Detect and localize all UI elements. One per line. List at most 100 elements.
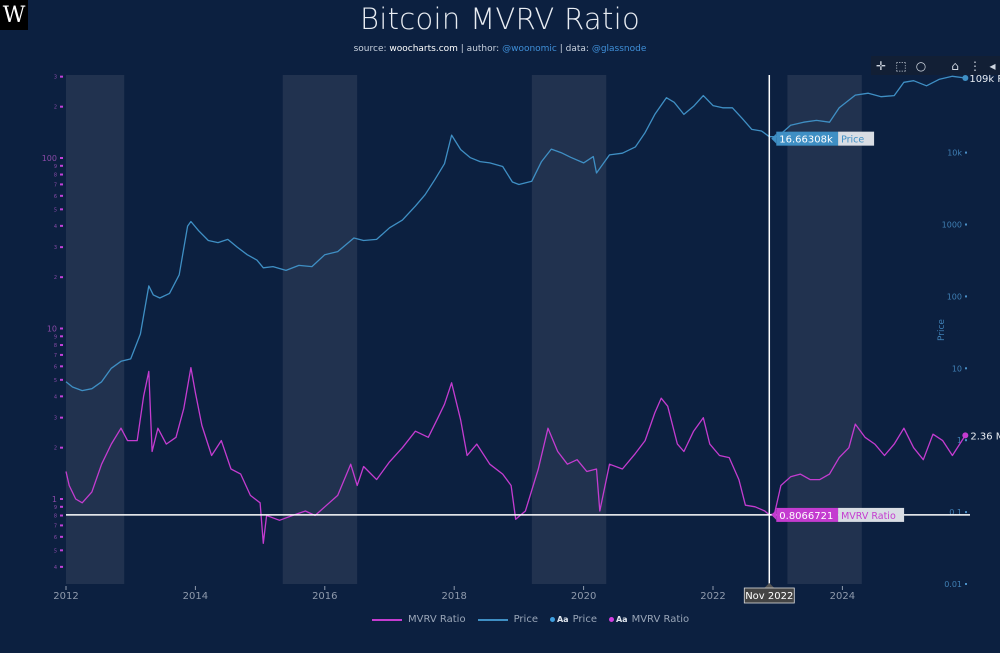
shaded-band — [787, 75, 862, 584]
author-label: | author: — [457, 44, 503, 54]
x-tick-label: 2020 — [571, 591, 596, 602]
left-axis-minor-tick — [60, 395, 63, 398]
left-axis-minor-label: 3 — [54, 416, 57, 422]
modebar-spacer — [931, 56, 945, 75]
modebar: ✛ ⬚ ○ ⌂ ⋮ ◂ — [871, 56, 1000, 75]
author-link[interactable]: @woonomic — [502, 44, 557, 54]
left-axis-minor-tick — [60, 565, 63, 568]
mvrv-hover-label-pointer — [771, 509, 777, 520]
right-axis-label: 0.01 — [944, 580, 962, 589]
mvrv-hover-label-value: 0.8066721 — [779, 511, 833, 522]
date-hover-pointer — [764, 583, 775, 588]
legend-swatch-price — [477, 618, 508, 621]
home-icon[interactable]: ⌂ — [951, 58, 959, 73]
left-axis-minor-label: 5 — [54, 548, 57, 554]
left-axis-minor-label: 3 — [54, 245, 57, 251]
left-axis-minor-tick — [60, 344, 63, 347]
chart-subtitle: source: woocharts.com | author: @woonomi… — [0, 44, 1000, 54]
date-hover-box — [743, 587, 795, 604]
right-axis-label: 1000 — [942, 221, 962, 230]
legend-label: Price — [513, 614, 538, 625]
left-axis-minor-label: 4 — [54, 394, 57, 400]
left-axis-minor-label: 5 — [54, 378, 57, 384]
left-axis-tick — [60, 498, 63, 500]
left-axis-label: 100 — [42, 154, 57, 163]
left-axis-minor-label: 7 — [54, 353, 57, 359]
left-axis-tick — [60, 327, 63, 330]
legend-item-mvrv-line[interactable]: MVRV Ratio — [372, 614, 466, 625]
right-axis-label: 1 — [957, 436, 962, 445]
data-source-link[interactable]: @glassnode — [591, 44, 647, 54]
left-axis-minor-tick — [60, 173, 63, 176]
shaded-band — [531, 75, 607, 584]
legend-label: MVRV Ratio — [408, 614, 466, 625]
mvrv-series-line[interactable] — [65, 366, 966, 544]
left-axis-minor-tick — [60, 524, 63, 527]
date-hover-label: Nov 2022 — [745, 591, 793, 602]
price-end-label: 109k P — [969, 74, 1000, 85]
left-axis-minor-label: 7 — [54, 182, 57, 188]
source-label: source: — [353, 44, 390, 54]
mvrv-series-line-end-marker — [962, 432, 969, 439]
spike-lines-icon[interactable]: ⋮ — [969, 58, 981, 73]
left-axis-minor-tick — [60, 246, 63, 249]
left-axis-minor-label: 2 — [54, 446, 57, 452]
left-axis-minor-label: 8 — [54, 343, 57, 349]
left-axis-minor-tick — [60, 105, 63, 108]
left-axis-tick — [60, 157, 63, 159]
left-axis-label: 10 — [47, 325, 57, 334]
left-axis-minor-tick — [60, 514, 63, 517]
lasso-select-icon[interactable]: ○ — [915, 58, 927, 73]
legend-item-mvrv-marker[interactable]: Aa MVRV Ratio — [608, 614, 689, 625]
left-axis-minor-tick — [60, 335, 63, 338]
x-tick-label: 2024 — [830, 591, 855, 602]
price-series-line[interactable] — [65, 75, 966, 392]
price-hover-label-series-box — [838, 131, 875, 146]
left-axis-minor-label: 8 — [54, 173, 57, 179]
right-axis-tick — [965, 583, 967, 585]
source-link[interactable]: woocharts.com — [389, 44, 458, 54]
shaded-band — [66, 75, 125, 584]
left-axis-minor-label: 3 — [54, 75, 57, 81]
legend-text-marker-icon: Aa — [556, 615, 569, 624]
left-axis-minor-label: 5 — [54, 207, 57, 213]
right-axis-tick — [965, 511, 967, 514]
left-axis-label: 1 — [52, 495, 57, 504]
price-hover-label-value-box — [776, 131, 839, 146]
legend-text-marker-icon: Aa — [615, 615, 628, 624]
x-tick-label: 2022 — [700, 591, 725, 602]
left-axis-minor-tick — [60, 276, 63, 279]
price-hover-label-pointer — [771, 133, 777, 144]
data-label: | data: — [556, 44, 592, 54]
left-axis-minor-tick — [60, 224, 63, 227]
chart-title: Bitcoin MVRV Ratio — [359, 2, 641, 36]
left-axis-minor-tick — [60, 416, 63, 419]
left-axis-minor-tick — [60, 549, 63, 552]
left-axis-minor-label: 7 — [54, 523, 57, 529]
mvrv-hover-label-series-box — [838, 507, 905, 522]
right-axis-title: Price — [937, 319, 947, 341]
left-axis-minor-label: 6 — [54, 194, 57, 200]
box-select-icon[interactable]: ⬚ — [895, 58, 907, 73]
left-axis-minor-tick — [60, 505, 63, 508]
right-axis-tick — [965, 223, 967, 226]
price-series-line-end-marker — [962, 75, 969, 82]
left-axis-minor-tick — [60, 208, 63, 211]
left-axis-minor-label: 6 — [54, 364, 57, 370]
left-axis-minor-label: 4 — [54, 224, 57, 230]
legend-item-price-line[interactable]: Price — [477, 614, 538, 625]
pan-icon[interactable]: ✛ — [875, 58, 887, 73]
left-axis-minor-tick — [60, 378, 63, 381]
right-axis-label: 10 — [952, 364, 962, 373]
x-tick-label: 2012 — [53, 591, 78, 602]
price-hover-label-value: 16.66308k — [779, 135, 833, 146]
left-axis-minor-label: 8 — [54, 514, 57, 520]
left-axis-minor-label: 6 — [54, 535, 57, 541]
right-axis-tick — [965, 295, 967, 298]
left-axis-minor-tick — [60, 365, 63, 368]
left-axis-minor-label: 2 — [54, 275, 57, 281]
collapse-arrow-icon[interactable]: ◂ — [989, 58, 996, 73]
left-axis-minor-label: 9 — [54, 505, 57, 511]
legend-item-price-marker[interactable]: Aa Price — [549, 614, 597, 625]
